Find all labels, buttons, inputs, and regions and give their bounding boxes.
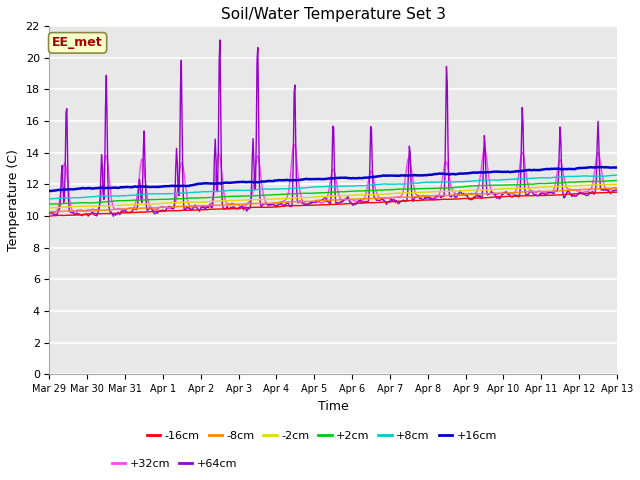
Text: EE_met: EE_met — [52, 36, 103, 49]
X-axis label: Time: Time — [318, 400, 349, 413]
Y-axis label: Temperature (C): Temperature (C) — [7, 149, 20, 251]
Title: Soil/Water Temperature Set 3: Soil/Water Temperature Set 3 — [221, 7, 445, 22]
Legend: +32cm, +64cm: +32cm, +64cm — [107, 455, 241, 473]
